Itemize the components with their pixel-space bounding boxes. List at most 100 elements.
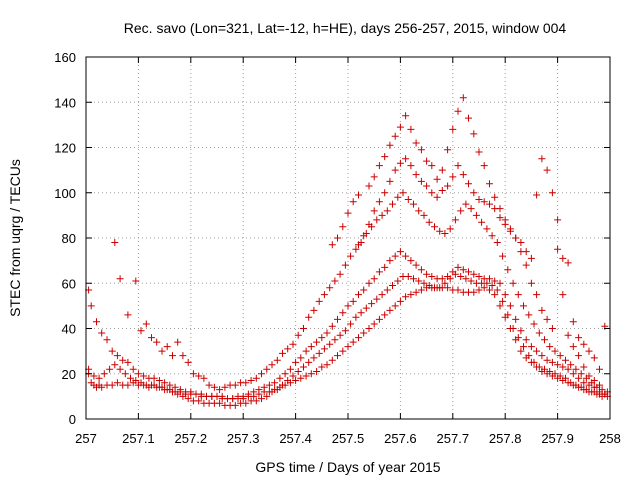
x-tick-label: 257.5 — [332, 431, 365, 446]
data-point — [140, 372, 148, 380]
data-point — [106, 365, 114, 373]
data-point — [216, 399, 224, 407]
data-point — [271, 379, 279, 387]
data-point — [520, 302, 527, 310]
data-point — [90, 372, 98, 380]
data-point — [533, 347, 541, 355]
data-point — [116, 365, 124, 373]
data-point — [137, 379, 145, 387]
data-point — [108, 347, 116, 355]
data-point — [504, 266, 512, 274]
data-point — [548, 358, 556, 366]
data-point — [113, 352, 121, 360]
data-point — [590, 354, 598, 362]
data-point — [370, 207, 378, 215]
data-point — [265, 381, 273, 389]
data-point — [396, 123, 404, 131]
data-point — [255, 386, 263, 394]
data-point — [315, 349, 323, 357]
data-point — [459, 94, 467, 102]
data-point — [596, 381, 603, 389]
data-point — [577, 370, 585, 378]
data-point — [496, 214, 504, 222]
data-point — [499, 297, 507, 305]
data-point — [394, 193, 402, 201]
data-point — [423, 157, 431, 165]
data-point — [142, 320, 150, 328]
data-point — [527, 279, 535, 287]
data-point — [247, 377, 255, 384]
x-axis-label: GPS time / Days of year 2015 — [255, 459, 440, 475]
data-point — [383, 286, 391, 294]
x-tick-label: 257.3 — [227, 431, 260, 446]
data-point — [284, 345, 292, 353]
data-point — [546, 368, 554, 375]
data-point — [407, 257, 415, 265]
chart-title: Rec. savo (Lon=321, Lat=-12, h=HE), days… — [124, 20, 567, 36]
data-point — [425, 282, 433, 289]
data-point — [467, 277, 475, 285]
data-point — [307, 343, 315, 351]
data-point — [480, 162, 488, 170]
data-point — [386, 306, 394, 314]
data-point — [556, 372, 564, 380]
data-point — [391, 132, 399, 140]
data-point — [305, 313, 313, 321]
data-point — [205, 381, 213, 389]
data-point — [331, 336, 339, 344]
data-point — [108, 381, 116, 389]
data-point — [454, 107, 462, 115]
data-point — [341, 261, 349, 269]
data-point — [399, 189, 407, 197]
data-point — [336, 270, 344, 278]
data-point — [284, 377, 292, 384]
data-point — [163, 343, 171, 351]
data-point — [506, 227, 514, 235]
data-point — [334, 315, 341, 323]
data-point — [124, 358, 132, 366]
data-point — [412, 288, 420, 296]
data-point — [355, 191, 362, 199]
data-point — [462, 200, 470, 208]
data-point — [559, 363, 567, 371]
data-point — [562, 356, 569, 364]
data-point — [357, 309, 365, 317]
x-tick-label: 258 — [599, 431, 621, 446]
data-point — [470, 288, 478, 296]
data-point — [391, 302, 399, 310]
data-point — [349, 297, 357, 305]
data-point — [174, 390, 182, 398]
data-point — [538, 306, 546, 314]
data-point — [404, 273, 412, 280]
data-point — [381, 153, 389, 161]
data-point — [438, 275, 446, 283]
data-point — [480, 284, 488, 292]
data-point — [197, 390, 205, 398]
data-point — [268, 361, 276, 369]
data-point — [189, 370, 197, 378]
data-point — [499, 252, 507, 260]
data-point — [158, 383, 166, 391]
data-point — [580, 363, 588, 371]
data-point — [410, 200, 417, 208]
data-point — [347, 320, 355, 328]
data-point — [300, 325, 307, 332]
data-point — [260, 383, 268, 391]
data-point — [407, 162, 415, 170]
data-point — [441, 230, 449, 237]
data-point — [493, 286, 501, 294]
x-tick-label: 257.6 — [384, 431, 417, 446]
data-point — [381, 263, 389, 271]
data-point — [289, 372, 297, 380]
data-point — [360, 286, 368, 294]
data-point — [488, 282, 496, 289]
data-point — [404, 196, 412, 203]
data-point — [475, 273, 483, 280]
data-point — [483, 279, 491, 287]
data-point — [423, 270, 431, 278]
data-point — [328, 241, 336, 249]
data-point — [514, 291, 522, 299]
data-point — [320, 291, 328, 299]
data-point — [302, 372, 310, 380]
data-point — [457, 207, 465, 215]
